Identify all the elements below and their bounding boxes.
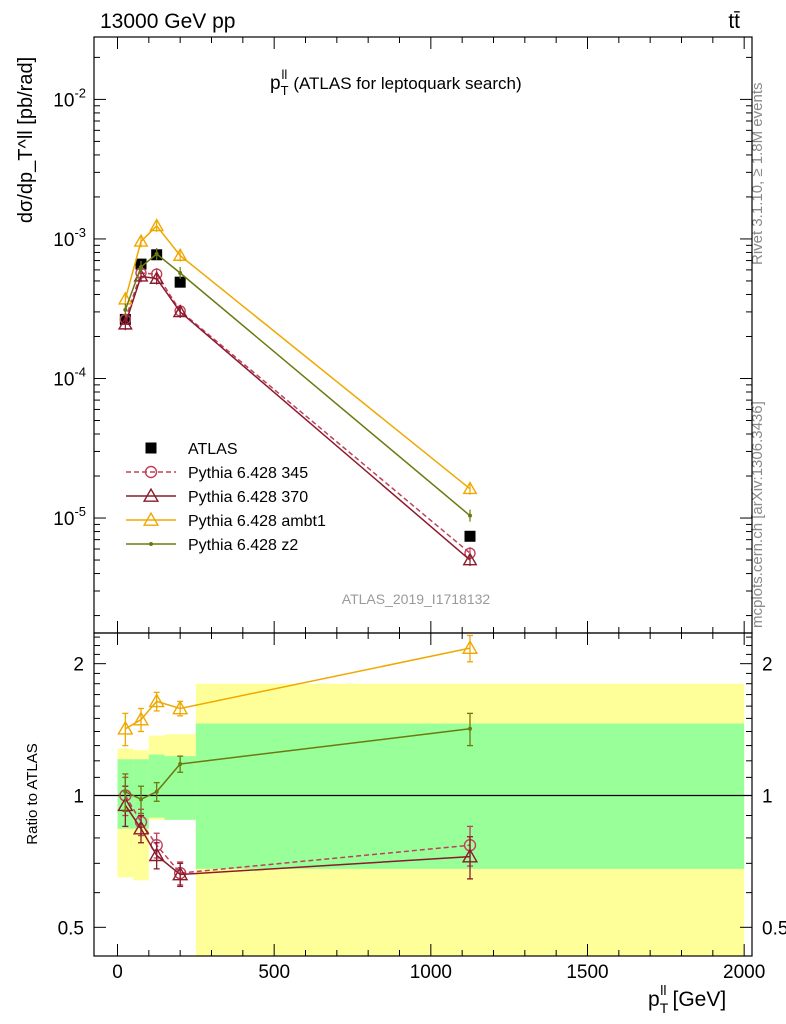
ratio-ytick-label-left: 1 xyxy=(73,786,84,807)
ratio-xtick-label: 1000 xyxy=(410,962,452,983)
ratio-data-point xyxy=(132,711,150,726)
x-axis-label: pTll [GeV] xyxy=(648,982,726,1016)
title-sup: ll xyxy=(282,67,288,82)
main-title: pTll (ATLAS for leptoquark search) xyxy=(270,67,522,98)
main-data-point xyxy=(123,307,128,312)
analysis-watermark: ATLAS_2019_I1718132 xyxy=(342,591,491,607)
xlabel-rest: [GeV] xyxy=(672,988,726,1011)
main-series-3 xyxy=(117,218,478,495)
ratio-xtick-label: 500 xyxy=(258,962,290,983)
legend-swatch-marker xyxy=(145,442,157,454)
ratio-ytick-label-left: 0.5 xyxy=(58,918,84,939)
ratio-data-point xyxy=(148,847,165,862)
title-rest: (ATLAS for leptoquark search) xyxy=(293,74,521,93)
main-data-point xyxy=(174,276,186,288)
main-data-point xyxy=(172,247,188,261)
ratio-data-point xyxy=(172,866,189,881)
legend-entry: Pythia 6.428 ambt1 xyxy=(126,511,326,530)
rivet-label: Rivet 3.1.10, ≥ 1.8M events xyxy=(749,83,766,266)
title-main: p xyxy=(270,73,281,94)
legend-label: Pythia 6.428 ambt1 xyxy=(188,513,326,530)
main-data-point xyxy=(149,270,165,284)
ratio-data-point xyxy=(132,820,150,835)
legend-label: ATLAS xyxy=(188,441,238,458)
main-data-point xyxy=(178,271,183,276)
ratio-data-point xyxy=(468,726,472,731)
main-data-point xyxy=(117,291,133,305)
ratio-data-point xyxy=(154,789,159,794)
main-data-point xyxy=(462,481,478,495)
ratio-data-point xyxy=(139,797,143,802)
title-sub: T xyxy=(281,83,289,98)
svg-text:pTll[GeV]: pTll [GeV] xyxy=(648,982,726,1016)
legend: ATLAS Pythia 6.428 345 Pythia 6.428 370 Pyt… xyxy=(126,441,326,554)
legend-label: Pythia 6.428 345 xyxy=(188,465,308,482)
energy-label: 13000 GeV pp xyxy=(100,10,235,33)
main-data-point xyxy=(139,264,143,269)
main-plot-panel: 10-5 10-4 10-3 10-2 xyxy=(53,36,753,634)
main-series-line xyxy=(124,224,471,490)
ratio-series-2 xyxy=(117,634,479,747)
ratio-data-point xyxy=(461,848,479,863)
ratio-ytick-label-right: 2 xyxy=(762,655,773,676)
ratio-xtick-label: 2000 xyxy=(723,962,765,983)
legend-swatch-marker xyxy=(142,487,160,502)
mcplots-label: mcplots.cern.ch [arXiv:1306.3436] xyxy=(749,401,766,628)
ratio-data-point xyxy=(117,720,134,735)
main-data-point xyxy=(464,530,476,542)
main-data-point xyxy=(154,251,159,256)
main-data-point xyxy=(468,513,472,518)
ratio-frame xyxy=(93,632,753,957)
main-ytick-label: 10-5 xyxy=(53,504,86,530)
ratio-series-1 xyxy=(117,785,479,888)
legend-swatch-marker xyxy=(144,465,158,479)
xlabel-main: p xyxy=(648,988,660,1011)
ratio-ytick-label-right: 0.5 xyxy=(762,918,786,939)
xlabel-sub: T xyxy=(660,1000,669,1016)
process-label: tt̄ xyxy=(728,10,740,33)
main-ytick-label: 10-3 xyxy=(53,225,86,251)
main-data-point xyxy=(462,552,478,566)
ratio-series-3 xyxy=(122,712,473,815)
legend-swatch-marker xyxy=(142,511,160,526)
svg-text:pTll(ATLAS for leptoquark sear: pTll (ATLAS for leptoquark search) xyxy=(270,67,522,98)
ratio-xtick-label: 0 xyxy=(112,962,123,983)
main-series-4 xyxy=(123,247,472,522)
legend-entry: Pythia 6.428 z2 xyxy=(126,537,298,554)
ratio-plot-panel: 0.5 0.5 1 1 2 2 0 500 1000 1500 2000 xyxy=(58,632,786,983)
legend-label: Pythia 6.428 370 xyxy=(188,489,308,506)
ratio-data-point xyxy=(178,762,183,767)
legend-entry: Pythia 6.428 345 xyxy=(126,465,308,482)
ratio-data-point xyxy=(148,693,165,708)
legend-entry: Pythia 6.428 370 xyxy=(126,487,308,506)
legend-entry: ATLAS xyxy=(145,441,238,458)
main-data-point xyxy=(133,233,149,247)
main-data-point xyxy=(172,304,188,318)
main-ytick-label: 10-2 xyxy=(53,85,86,111)
ratio-ytick-label-right: 1 xyxy=(762,786,773,807)
legend-swatch-marker xyxy=(149,542,153,546)
main-data-point xyxy=(149,218,165,232)
ratio-data-point xyxy=(123,789,128,794)
main-data-point xyxy=(117,316,133,330)
main-ylabel: dσ/dp_T^ll [pb/rad] xyxy=(15,57,37,223)
ratio-xtick-label: 1500 xyxy=(566,962,608,983)
xlabel-sup: ll xyxy=(660,982,666,998)
ratio-ylabel: Ratio to ATLAS xyxy=(24,743,41,844)
main-ytick-label: 10-4 xyxy=(53,364,86,390)
ratio-ytick-label-left: 2 xyxy=(73,655,84,676)
ratio-data-point xyxy=(461,639,479,655)
ratio-data-point xyxy=(172,700,189,715)
legend-label: Pythia 6.428 z2 xyxy=(188,537,298,554)
